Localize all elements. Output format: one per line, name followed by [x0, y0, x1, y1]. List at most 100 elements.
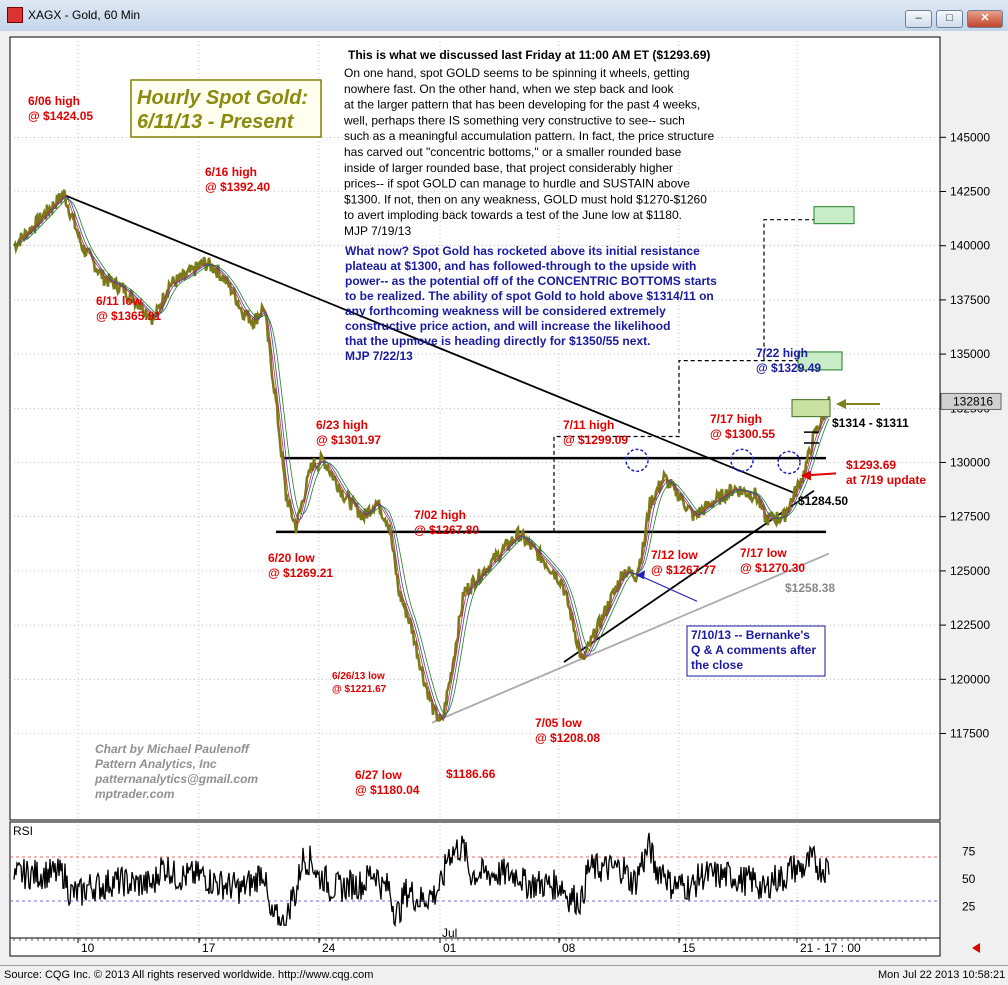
- credit-line: patternanalytics@gmail.com: [94, 772, 258, 786]
- time-tick-label: 17: [202, 941, 216, 955]
- annotation-jun11: @ $1365.91: [96, 309, 161, 323]
- commentary-1-heading: This is what we discussed last Friday at…: [348, 48, 710, 62]
- commentary-1-line: inside of larger rounded base, that proj…: [344, 161, 673, 175]
- rsi-series: [13, 832, 830, 928]
- timestamp: Mon Jul 22 2013 10:58:21: [878, 969, 1006, 981]
- bernanke-arrowhead: [636, 570, 645, 580]
- annotation-jul12: 7/12 low: [651, 548, 698, 562]
- price-tick-label: 120000: [950, 672, 990, 686]
- commentary-2-line: that the upmove is heading directly for …: [345, 334, 650, 348]
- annotation-jun23: 6/23 high: [316, 418, 368, 432]
- annotation-jul17h: @ $1300.55: [710, 427, 775, 441]
- concentric-bottom-circle: [777, 450, 801, 475]
- time-tick-label: 08: [562, 941, 576, 955]
- annotation-jun20: 6/20 low: [268, 551, 315, 565]
- month-label: Jul: [442, 926, 457, 940]
- annotation-jun26: @ $1221.67: [332, 684, 387, 695]
- update-arrowhead: [801, 470, 811, 481]
- current-price-box: [940, 392, 1002, 410]
- restore-icon[interactable]: □: [936, 10, 963, 28]
- rsi-tick-label: 25: [962, 900, 976, 914]
- commentary-2-line: any forthcoming weakness will be conside…: [345, 304, 666, 318]
- annotation-jul11: 7/11 high: [563, 418, 614, 432]
- moving-average-line: [13, 199, 830, 715]
- commentary-1-line: well, perhaps there IS something very co…: [343, 113, 685, 127]
- price-tick-label: 125000: [950, 564, 990, 578]
- current-price-arrowhead: [836, 398, 846, 409]
- target-box-1418: [813, 206, 855, 225]
- commentary-1-line: nowhere fast. On the other hand, when we…: [344, 82, 675, 96]
- rsi-label: RSI: [13, 824, 33, 838]
- commentary-2-line: What now? Spot Gold has rocketed above i…: [345, 244, 700, 258]
- annotation-jun27: 6/27 low: [355, 768, 402, 782]
- time-tick-label: 01: [443, 941, 457, 955]
- projection-dashed-line: [553, 360, 799, 532]
- moving-average-line: [13, 195, 830, 721]
- commentary-1-line: such as a meaningful accumulation patter…: [344, 129, 715, 143]
- time-tick-label: 15: [682, 941, 696, 955]
- trendline-declining-resistance: [60, 192, 795, 494]
- time-tick-label: 24: [322, 941, 336, 955]
- chart-title: Hourly Spot Gold:: [137, 87, 308, 109]
- price-pane: [9, 36, 941, 821]
- annotation-jul11: @ $1299.09: [563, 433, 628, 447]
- moving-average-line: [13, 196, 830, 719]
- status-bar: Source: CQG Inc. © 2013 All rights reser…: [0, 965, 1008, 985]
- annotation-jul17l: @ $1270.30: [740, 561, 805, 575]
- window-titlebar: XAGX - Gold, 60 Min – □ ✕: [0, 0, 1008, 32]
- app-icon: [7, 7, 23, 23]
- rsi-tick-label: 75: [962, 845, 976, 859]
- annotation-jun06: 6/06 high: [28, 94, 80, 108]
- commentary-1-line: $1300. If not, then on any weakness, GOL…: [344, 192, 707, 206]
- annotation-p1293: $1293.69: [846, 458, 896, 472]
- commentary-1-line: has carved out "concentric bottoms," or …: [344, 145, 682, 159]
- annotation-jul17h: 7/17 high: [710, 412, 762, 426]
- annotation-bernanke: the close: [691, 658, 743, 672]
- annotation-jul17l: 7/17 low: [740, 546, 787, 560]
- annotation-jun20: @ $1269.21: [268, 566, 333, 580]
- annotation-p118666: $1186.66: [446, 767, 496, 781]
- annotation-jun11: 6/11 low: [96, 294, 143, 308]
- concentric-bottom-circle: [625, 448, 649, 473]
- price-tick-label: 127500: [950, 510, 990, 524]
- target-box-1350: [797, 351, 843, 371]
- price-tick-label: 142500: [950, 185, 990, 199]
- minimize-icon[interactable]: –: [905, 10, 932, 28]
- commentary-2-line: MJP 7/22/13: [345, 349, 413, 363]
- time-tick-label: 21 - 17 : 00: [800, 941, 861, 955]
- close-icon[interactable]: ✕: [967, 10, 1003, 28]
- annotation-jul05: 7/05 low: [535, 716, 582, 730]
- rsi-tick-label: 50: [962, 872, 976, 886]
- source-text: Source: CQG Inc. © 2013 All rights reser…: [4, 969, 374, 981]
- annotation-p1258: $1258.38: [785, 581, 835, 595]
- commentary-1-line: at the larger pattern that has been deve…: [344, 98, 700, 112]
- commentary-2-line: power-- as the potential off of the CONC…: [345, 274, 717, 288]
- annotation-jun26: 6/26/13 low: [332, 671, 385, 682]
- annotation-box-bernanke: [686, 625, 826, 677]
- projection-dashed-line-upper: [763, 219, 814, 361]
- commentary-1-line: to avert imploding back towards a test o…: [344, 208, 682, 222]
- annotation-jul22: @ $1329.49: [756, 361, 821, 375]
- price-tick-label: 117500: [950, 727, 989, 741]
- price-tick-label: 140000: [950, 239, 990, 253]
- scroll-right-icon: [972, 943, 980, 953]
- annotation-jun23: @ $1301.97: [316, 433, 381, 447]
- credit-line: Pattern Analytics, Inc: [95, 757, 217, 771]
- time-axis: [9, 937, 941, 957]
- credit-line: Chart by Michael Paulenoff: [95, 742, 250, 756]
- annotation-jul12: @ $1267.77: [651, 563, 716, 577]
- annotation-bernanke: 7/10/13 -- Bernanke's: [691, 628, 810, 642]
- price-tick-label: 122500: [950, 618, 990, 632]
- commentary-1-line: prices-- if spot GOLD can manage to hurd…: [344, 177, 690, 191]
- annotation-jul22: 7/22 high: [756, 346, 808, 360]
- price-tick-label: 135000: [950, 347, 990, 361]
- annotation-jun16: 6/16 high: [205, 165, 257, 179]
- price-tick-label: 137500: [950, 293, 990, 307]
- price-tick-label: 130000: [950, 456, 990, 470]
- bernanke-arrow: [638, 574, 698, 602]
- commentary-1-line: On one hand, spot GOLD seems to be spinn…: [344, 66, 690, 80]
- annotation-jul02: @ $1267.80: [414, 523, 479, 537]
- credit-line: mptrader.com: [95, 787, 175, 801]
- annotation-jun27: @ $1180.04: [355, 783, 420, 797]
- title-box: [130, 79, 322, 138]
